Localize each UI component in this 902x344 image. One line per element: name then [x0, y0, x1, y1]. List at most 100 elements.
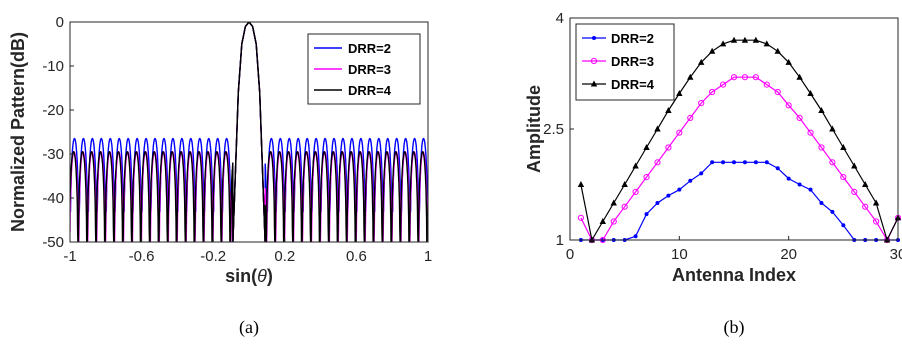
data-point: [872, 199, 880, 206]
data-point: [819, 201, 824, 205]
x-tick-label: 20: [780, 246, 797, 263]
data-point: [829, 159, 836, 166]
x-tick-label: 0.6: [346, 248, 367, 265]
data-point: [775, 166, 780, 171]
data-point: [796, 73, 803, 80]
data-point: [676, 89, 683, 96]
y-tick-label: 4: [556, 10, 564, 27]
data-point: [676, 129, 683, 136]
data-point: [698, 58, 705, 65]
data-point: [643, 174, 650, 181]
data-point: [785, 102, 792, 109]
data-point: [688, 178, 693, 183]
data-point: [840, 144, 847, 150]
legend-label: DRR=2: [611, 31, 654, 46]
data-point: [610, 218, 617, 225]
y-tick-label: -10: [42, 58, 64, 75]
data-point: [807, 129, 814, 136]
x-tick-label: -1: [63, 248, 76, 265]
data-point: [719, 40, 727, 47]
data-point: [632, 188, 639, 195]
series-line-drr-4: [580, 39, 899, 242]
data-point: [654, 159, 661, 166]
data-point: [730, 74, 738, 81]
data-point: [873, 218, 880, 225]
data-point: [721, 160, 726, 165]
data-point: [840, 174, 847, 181]
panel-caption: (b): [724, 317, 745, 338]
legend-marker: [592, 36, 596, 40]
data-point: [753, 160, 758, 165]
data-point: [632, 162, 639, 169]
legend-label: DRR=4: [348, 83, 392, 98]
data-point: [862, 181, 869, 187]
data-point: [665, 107, 672, 113]
data-point: [610, 199, 617, 206]
data-point: [741, 36, 749, 43]
data-point: [763, 40, 770, 47]
data-point: [862, 203, 869, 210]
x-tick-label: 0: [566, 246, 574, 263]
data-point: [698, 100, 705, 107]
data-point: [808, 187, 813, 192]
x-tick-label: 30: [890, 246, 902, 263]
x-axis-label: sin(θ): [225, 266, 273, 286]
x-tick-label: 1: [424, 248, 432, 265]
legend-marker: [590, 80, 598, 87]
data-point: [764, 160, 769, 165]
y-tick-label: -40: [42, 190, 64, 207]
data-point: [732, 160, 736, 165]
data-point: [763, 81, 770, 88]
data-point: [709, 88, 716, 96]
data-point: [599, 218, 606, 224]
data-point: [708, 47, 716, 54]
legend-label: DRR=4: [611, 77, 655, 92]
plot-frame: [69, 21, 429, 243]
data-point: [665, 144, 672, 151]
data-point: [677, 187, 682, 192]
legend-label: DRR=3: [611, 54, 654, 69]
legend-label: DRR=2: [348, 41, 391, 56]
data-point: [785, 58, 792, 65]
data-point: [774, 47, 781, 54]
data-point: [830, 209, 835, 214]
data-point: [633, 234, 638, 239]
data-point: [786, 176, 791, 181]
x-tick-label: -0.2: [200, 248, 226, 265]
data-point: [851, 162, 858, 169]
main-lobe-line: [232, 22, 266, 242]
data-point: [719, 81, 727, 88]
data-point: [818, 144, 825, 151]
data-point: [829, 125, 836, 132]
data-point: [577, 214, 585, 221]
data-point: [752, 36, 760, 43]
y-axis-label: Normalized Pattern(dB): [8, 32, 28, 232]
x-tick-label: 10: [671, 246, 688, 263]
legend-box: [575, 23, 675, 101]
data-point: [621, 181, 628, 187]
data-point: [621, 203, 628, 210]
data-point: [699, 171, 704, 176]
data-point: [643, 144, 650, 150]
data-point: [687, 114, 694, 122]
x-tick-label: 0.2: [274, 248, 295, 265]
y-tick-label: -20: [42, 102, 64, 119]
data-point: [797, 182, 802, 187]
data-point: [666, 193, 671, 198]
data-point: [730, 36, 738, 43]
data-point: [841, 223, 846, 228]
legend-label: DRR=3: [348, 62, 391, 77]
data-point: [851, 188, 858, 195]
data-point: [742, 160, 747, 165]
data-point: [741, 74, 749, 81]
x-axis-label: Antenna Index: [672, 265, 796, 285]
data-point: [687, 73, 694, 80]
data-point: [818, 107, 825, 113]
data-point: [644, 212, 649, 217]
panel-b-amplitude-chart: 0 10 20 30 1 2.5 4 Antenna Index Amplitude DRR=2 D…: [524, 10, 902, 338]
data-point: [654, 125, 661, 132]
data-point: [807, 89, 814, 96]
data-point: [774, 88, 781, 96]
y-tick-label: 1: [556, 232, 564, 249]
